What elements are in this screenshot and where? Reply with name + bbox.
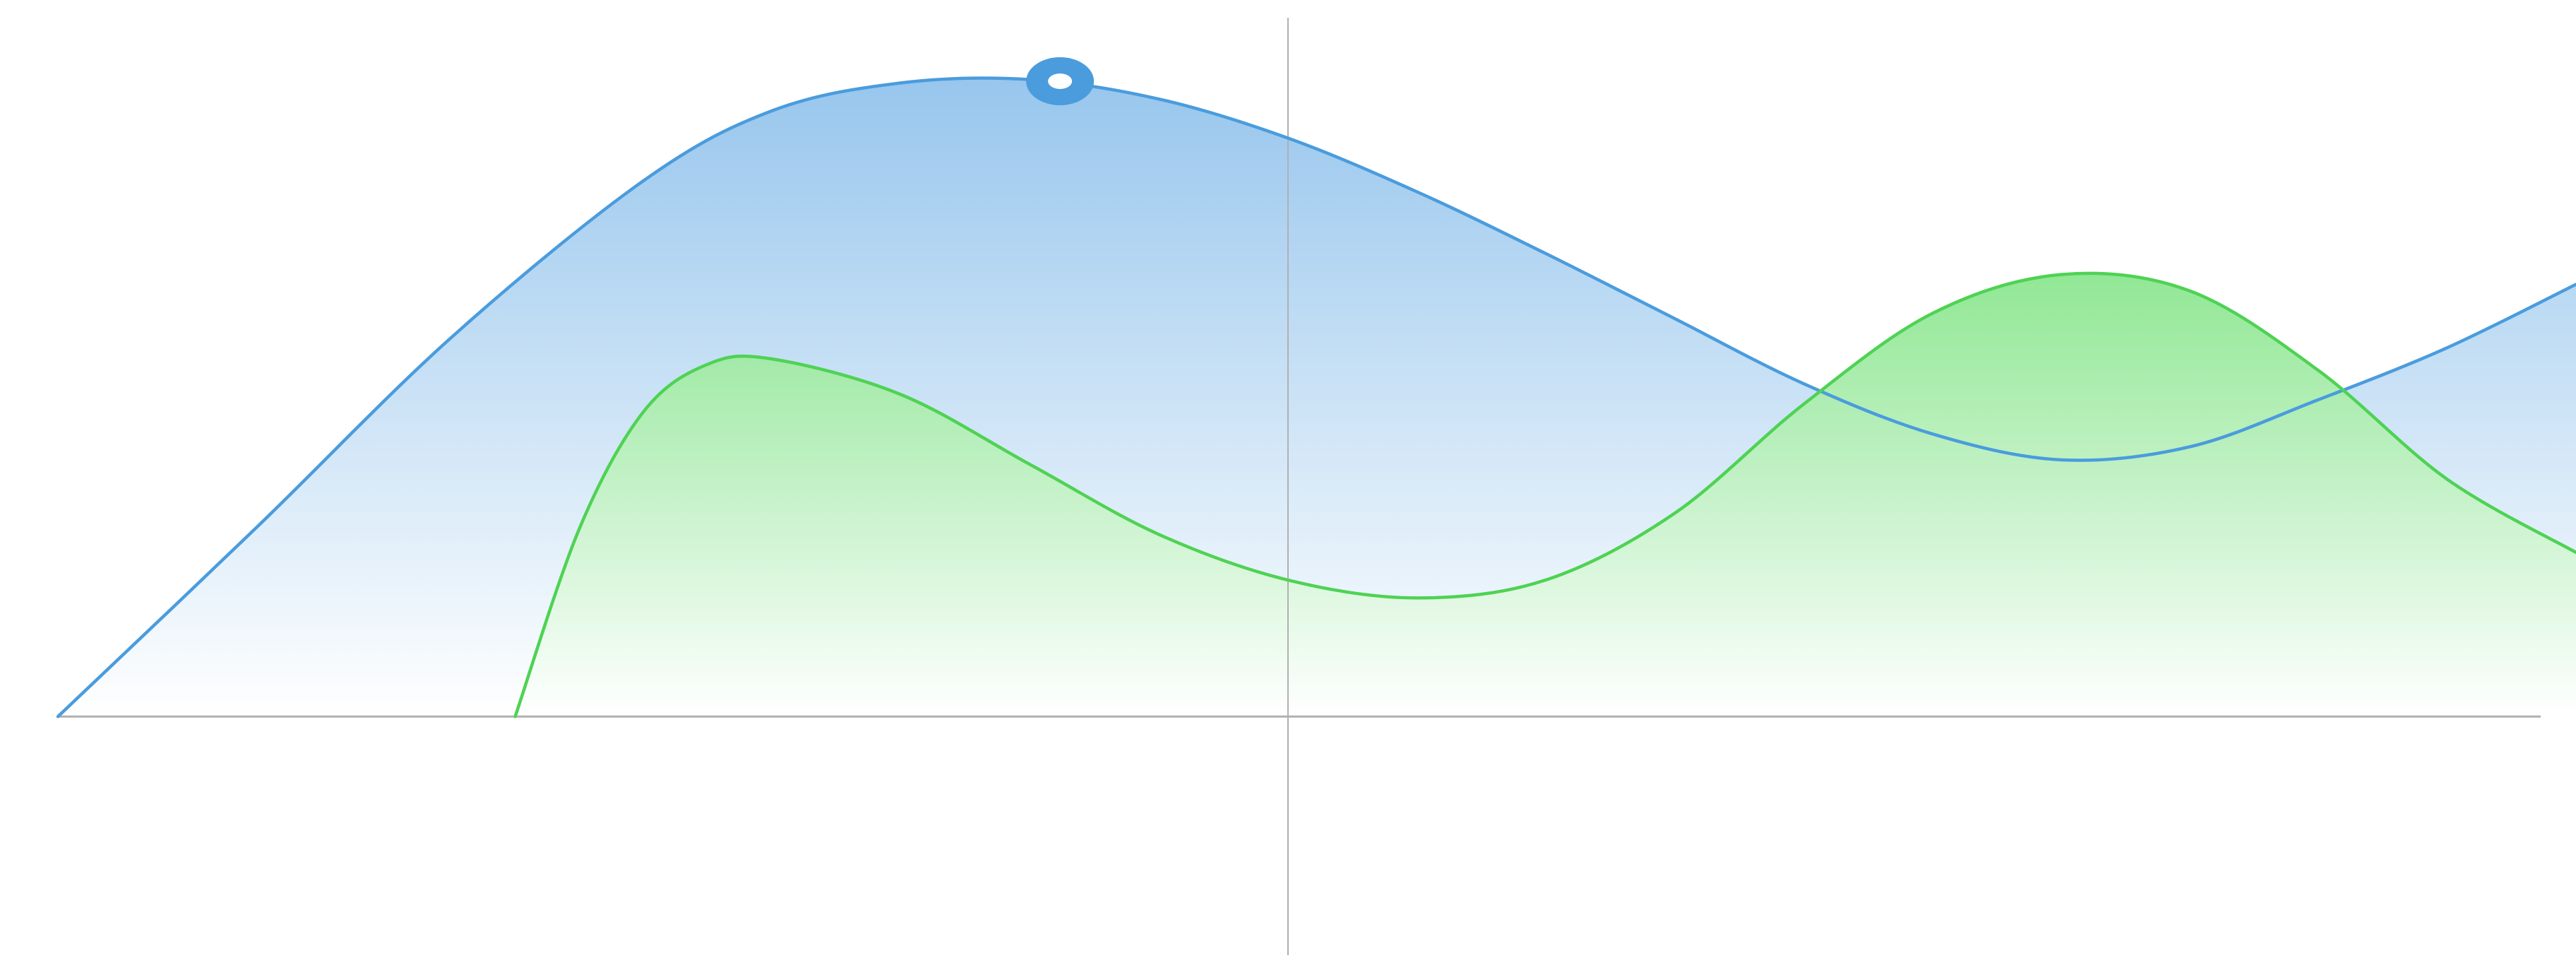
series-2-line <box>513 271 2576 718</box>
series-lines <box>56 76 2576 718</box>
series-fills <box>58 78 2576 717</box>
axes <box>58 18 2541 955</box>
series-markers <box>1026 57 1095 105</box>
series-1-line <box>56 76 2576 718</box>
highlight-point-center <box>1048 73 1073 89</box>
series-2-area <box>515 273 2576 717</box>
